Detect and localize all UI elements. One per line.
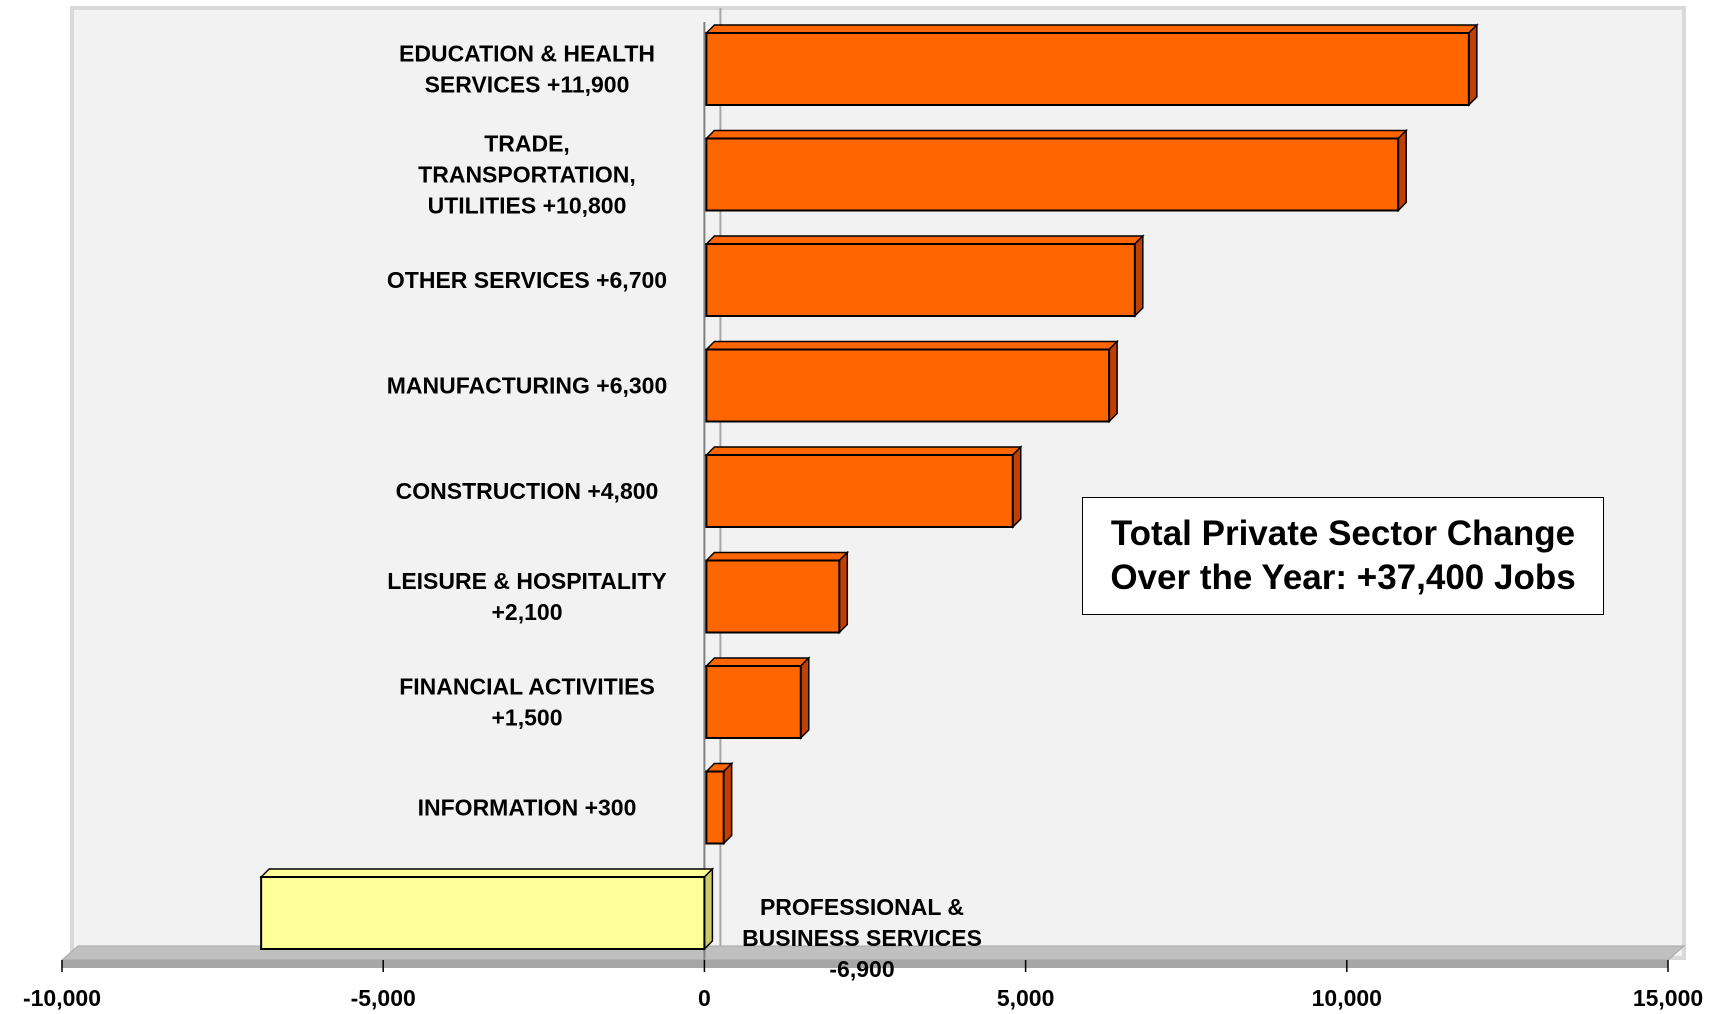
x-tick-label: 0 xyxy=(698,985,711,1011)
x-tick-label: 10,000 xyxy=(1312,985,1382,1011)
category-labels: EDUCATION & HEALTH SERVICES +11,900 TRADE,… xyxy=(387,41,982,983)
bar-side-face xyxy=(1468,23,1478,107)
bar-front-face xyxy=(705,665,802,739)
bar-side-face xyxy=(1397,128,1407,213)
bar xyxy=(259,867,715,951)
bar-front-face xyxy=(705,32,1470,106)
bar-front-face xyxy=(705,137,1400,212)
category-label-line: UTILITIES +10,800 xyxy=(428,193,627,219)
category-label-line: SERVICES +11,900 xyxy=(425,72,630,98)
annotation-box: Total Private Sector Change Over the Yea… xyxy=(1082,497,1604,615)
category-label-line: TRADE, xyxy=(484,131,570,157)
category-label-line: PROFESSIONAL & xyxy=(760,894,964,920)
category-label-line: +1,500 xyxy=(492,705,563,731)
category-label-line: -6,900 xyxy=(829,956,894,982)
category-label: TRADE, TRANSPORTATION, UTILITIES +10,800 xyxy=(418,131,636,219)
category-label: INFORMATION +300 xyxy=(418,795,637,821)
category-label: FINANCIAL ACTIVITIES +1,500 xyxy=(399,674,655,731)
bar-side-face xyxy=(800,656,810,740)
bar-side-face xyxy=(1134,234,1144,318)
bar xyxy=(704,656,811,740)
category-label-line: INFORMATION +300 xyxy=(418,795,637,821)
x-tick-label: 15,000 xyxy=(1633,985,1703,1011)
annotation-line-1: Total Private Sector Change xyxy=(1110,514,1576,553)
category-label: PROFESSIONAL & BUSINESS SERVICES -6,900 xyxy=(742,894,982,982)
category-label-line: FINANCIAL ACTIVITIES xyxy=(399,674,655,700)
category-label-line: CONSTRUCTION +4,800 xyxy=(396,478,659,504)
bar-front-face xyxy=(260,876,706,950)
category-label-line: +2,100 xyxy=(492,599,563,625)
bar-top-face xyxy=(704,129,1409,140)
x-tick-label: -5,000 xyxy=(351,985,416,1011)
category-label-line: MANUFACTURING +6,300 xyxy=(387,373,668,399)
bar xyxy=(704,550,850,635)
bar-top-face xyxy=(704,235,1145,245)
bar xyxy=(704,128,1409,213)
category-label-line: EDUCATION & HEALTH xyxy=(399,41,655,67)
bar-top-face xyxy=(704,24,1479,34)
bar-side-face xyxy=(838,550,849,635)
bar-front-face xyxy=(705,559,841,634)
bar-top-face xyxy=(704,657,811,667)
category-label: LEISURE & HOSPITALITY +2,100 xyxy=(387,568,666,625)
bars-group xyxy=(259,23,1479,951)
bar-front-face xyxy=(705,243,1136,317)
category-label-line: OTHER SERVICES +6,700 xyxy=(387,267,667,293)
floor-front xyxy=(62,960,1668,968)
bar-side-face xyxy=(1108,339,1118,424)
category-label: OTHER SERVICES +6,700 xyxy=(387,267,667,293)
category-label: EDUCATION & HEALTH SERVICES +11,900 xyxy=(399,41,655,98)
annotation-line-2: Over the Year: +37,400 Jobs xyxy=(1110,558,1576,597)
category-label-line: LEISURE & HOSPITALITY xyxy=(387,568,666,594)
x-axis: -10,000 -5,000 0 5,000 10,000 15,000 xyxy=(23,960,1703,1011)
bar-top-face xyxy=(259,868,715,878)
x-tick-label: 5,000 xyxy=(997,985,1055,1011)
bar-top-face xyxy=(704,340,1119,351)
bar-front-face xyxy=(705,454,1014,528)
bar-top-face xyxy=(704,446,1023,456)
bar xyxy=(704,23,1479,107)
category-label: MANUFACTURING +6,300 xyxy=(387,373,668,399)
bar-top-face xyxy=(704,551,850,562)
bar-side-face xyxy=(703,867,714,951)
bar-side-face xyxy=(722,761,733,846)
bar-front-face xyxy=(705,348,1111,423)
category-label: CONSTRUCTION +4,800 xyxy=(396,478,659,504)
bar-side-face xyxy=(1012,445,1022,529)
bar-front-face xyxy=(705,770,725,845)
bar xyxy=(704,339,1119,424)
bar xyxy=(704,761,734,846)
bar xyxy=(704,234,1145,318)
bar xyxy=(704,445,1023,529)
category-label-line: BUSINESS SERVICES xyxy=(742,925,982,951)
category-label-line: TRANSPORTATION, xyxy=(418,162,636,188)
x-tick-label: -10,000 xyxy=(23,985,101,1011)
